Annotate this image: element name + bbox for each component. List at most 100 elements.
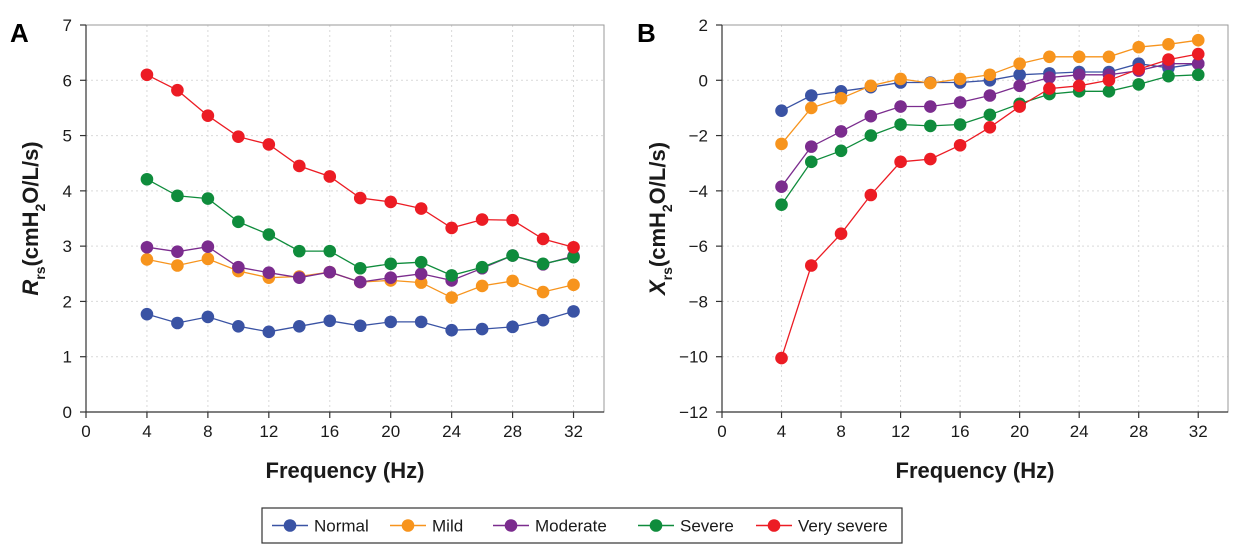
panel-a-y-label-unit-subscript: 2 — [32, 204, 48, 212]
panel-a-point-severe — [445, 269, 458, 282]
panel-a-point-normal — [567, 305, 580, 318]
panel-a-point-very-severe — [323, 170, 337, 183]
legend-box — [261, 507, 903, 544]
panel-b-point-very-severe — [775, 351, 788, 365]
panel-a-y-tick-label: 3 — [63, 237, 72, 256]
panel-a-point-very-severe — [171, 83, 184, 97]
panel-b-point-moderate — [953, 96, 967, 109]
panel-a-x-tick-label: 32 — [564, 422, 583, 441]
panel-b-point-normal — [804, 89, 818, 102]
panel-a-y-tick-label: 1 — [63, 348, 72, 367]
panel-a-point-normal — [506, 320, 519, 334]
legend: Normal Mild Moderate Severe Very severe — [261, 507, 903, 544]
panel-b-point-mild — [1013, 57, 1026, 70]
panel-a-point-moderate — [171, 245, 184, 258]
panel-b-point-very-severe — [983, 120, 997, 134]
panel-b-point-mild — [953, 72, 967, 86]
panel-a-x-tick-label: 28 — [503, 422, 522, 441]
panel-a-point-very-severe — [536, 232, 550, 246]
panel-a-point-moderate — [353, 275, 367, 289]
panel-a-y-axis-label: Rrs(cmH2O/L/s) — [18, 141, 48, 295]
panel-b-x-tick-label: 8 — [836, 422, 845, 441]
panel-a-y-label-unit-rest: O/L/s) — [18, 141, 43, 203]
panel-a-x-tick-label: 8 — [203, 422, 212, 441]
panel-b-point-very-severe — [894, 155, 907, 169]
panel-b-point-very-severe — [864, 188, 878, 202]
panel-a-point-severe — [262, 228, 276, 241]
panel-a-y-label-symbol: R — [18, 280, 43, 296]
panel-a-point-mild — [140, 253, 154, 266]
panel-a-point-mild — [536, 285, 550, 299]
panel-b-y-label-unit-rest: O/L/s) — [645, 142, 670, 204]
panel-b-point-normal — [1013, 68, 1026, 82]
panel-b-x-tick-label: 20 — [1010, 422, 1029, 441]
panel-b-point-moderate — [804, 140, 818, 153]
panel-a-point-normal — [445, 323, 458, 337]
panel-b-x-tick-label: 12 — [891, 422, 910, 441]
panel-a-point-normal — [262, 325, 276, 339]
panel-b-x-tick-label: 24 — [1070, 422, 1089, 441]
panel-a-point-very-severe — [292, 159, 306, 173]
panel-a-point-very-severe — [232, 130, 245, 143]
panel-b-y-label-subscript: rs — [659, 267, 675, 280]
panel-b-point-very-severe — [1013, 100, 1026, 113]
panel-b-y-axis-label: Xrs(cmH2O/L/s) — [645, 142, 675, 297]
panel-a-point-severe — [475, 260, 489, 274]
panel-a-point-normal — [140, 307, 154, 321]
panel-a-point-normal — [171, 316, 184, 330]
panel-b-x-tick-label: 16 — [951, 422, 970, 441]
legend-marker-moderate — [504, 519, 518, 532]
panel-a-point-very-severe — [445, 221, 458, 235]
panel-a-point-mild — [445, 291, 458, 304]
panel-a-point-mild — [475, 279, 489, 293]
panel-b: B 0 4 8 12 16 20 24 28 32 −12 −10 −8 −6 −4 −2 0 2 Frequen… — [637, 16, 1229, 483]
panel-b-point-very-severe — [924, 152, 937, 166]
panel-a-point-normal — [475, 322, 489, 336]
panel-b-point-mild — [834, 91, 848, 105]
panel-b-y-tick-label: −8 — [689, 292, 708, 311]
panel-a-point-moderate — [262, 266, 276, 279]
panel-b-y-tick-label: 2 — [699, 16, 708, 35]
panel-b-point-very-severe — [953, 138, 967, 152]
panel-b-point-moderate — [983, 89, 997, 102]
panel-b-point-severe — [983, 108, 997, 122]
panel-a-point-severe — [536, 257, 550, 271]
panel-b-point-mild — [1043, 50, 1056, 64]
panel-a-point-severe — [232, 215, 245, 229]
panel-a-point-very-severe — [353, 191, 367, 205]
panel-b-y-tick-label: −4 — [689, 182, 708, 201]
panel-a-point-normal — [384, 315, 398, 329]
panel-b-point-moderate — [1191, 57, 1205, 70]
panel-b-point-very-severe — [1191, 47, 1205, 61]
panel-b-point-normal — [775, 104, 788, 117]
panel-a-y-tick-label: 6 — [63, 71, 72, 90]
panel-a-point-very-severe — [140, 68, 154, 82]
panel-a-point-moderate — [384, 271, 398, 284]
panel-a-point-normal — [536, 313, 550, 327]
panel-b-point-mild — [1162, 38, 1175, 51]
legend-marker-very-severe — [767, 519, 781, 532]
panel-a-point-severe — [201, 192, 215, 205]
panel-b-point-moderate — [864, 109, 878, 123]
panel-a-letter: A — [10, 18, 29, 48]
panel-a-x-tick-label: 4 — [142, 422, 151, 441]
panel-b-point-mild — [1132, 40, 1146, 54]
legend-marker-severe — [649, 519, 663, 532]
panel-b-point-severe — [924, 119, 937, 133]
panel-b-x-tick-label: 0 — [717, 422, 726, 441]
panel-a-y-tick-label: 0 — [63, 403, 72, 422]
panel-a-point-normal — [414, 315, 428, 329]
panel-a-point-very-severe — [414, 202, 428, 215]
panel-a-x-tick-label: 16 — [320, 422, 339, 441]
panel-b-x-tick-label: 32 — [1189, 422, 1208, 441]
legend-label-very-severe: Very severe — [798, 517, 888, 536]
panel-a-y-tick-label: 2 — [63, 292, 72, 311]
panel-b-point-severe — [804, 155, 818, 169]
panel-b-point-severe — [894, 118, 907, 131]
panel-a-y-tick-label: 4 — [63, 182, 72, 201]
panel-a-point-severe — [323, 244, 337, 258]
panel-b-point-moderate — [924, 100, 937, 113]
panel-b-point-severe — [1191, 68, 1205, 82]
panel-a-point-severe — [140, 172, 154, 186]
